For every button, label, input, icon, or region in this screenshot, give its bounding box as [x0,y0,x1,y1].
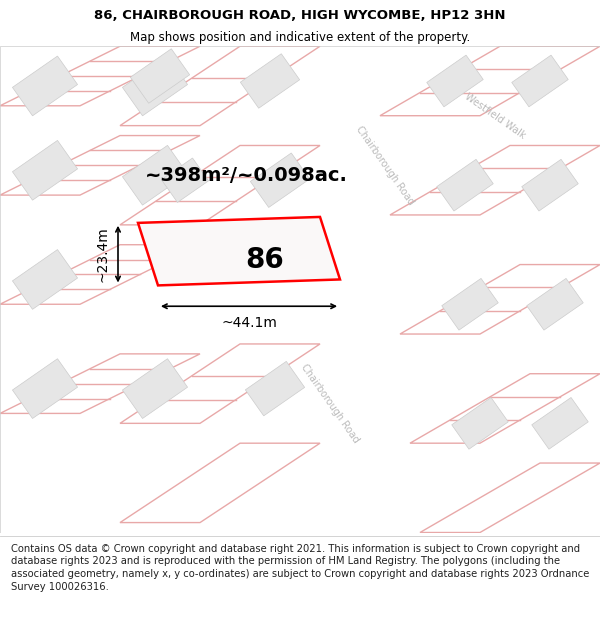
Text: 86, CHAIRBOROUGH ROAD, HIGH WYCOMBE, HP12 3HN: 86, CHAIRBOROUGH ROAD, HIGH WYCOMBE, HP1… [94,9,506,22]
Polygon shape [122,359,188,419]
Polygon shape [122,56,188,116]
Polygon shape [437,159,493,211]
Text: ~23.4m: ~23.4m [96,226,110,282]
Polygon shape [13,56,77,116]
Polygon shape [522,159,578,211]
Polygon shape [427,55,483,107]
Polygon shape [527,278,583,330]
Text: Map shows position and indicative extent of the property.: Map shows position and indicative extent… [130,31,470,44]
Polygon shape [245,361,305,416]
Text: Chairborough Road: Chairborough Road [299,362,361,445]
Polygon shape [241,54,299,108]
Polygon shape [161,158,209,202]
Polygon shape [250,153,310,208]
Polygon shape [512,55,568,107]
Text: Chairborough Road: Chairborough Road [354,124,416,207]
Text: Westfield Walk: Westfield Walk [463,91,527,141]
Polygon shape [13,249,77,309]
Polygon shape [442,278,498,330]
Text: 86: 86 [245,246,284,274]
Polygon shape [122,146,188,205]
Polygon shape [13,141,77,200]
Polygon shape [138,217,340,286]
Polygon shape [532,398,588,449]
Text: Contains OS data © Crown copyright and database right 2021. This information is : Contains OS data © Crown copyright and d… [11,544,589,592]
Text: ~398m²/~0.098ac.: ~398m²/~0.098ac. [145,166,348,185]
Polygon shape [452,398,508,449]
Text: ~44.1m: ~44.1m [221,316,277,330]
Polygon shape [130,49,190,103]
Polygon shape [13,359,77,419]
